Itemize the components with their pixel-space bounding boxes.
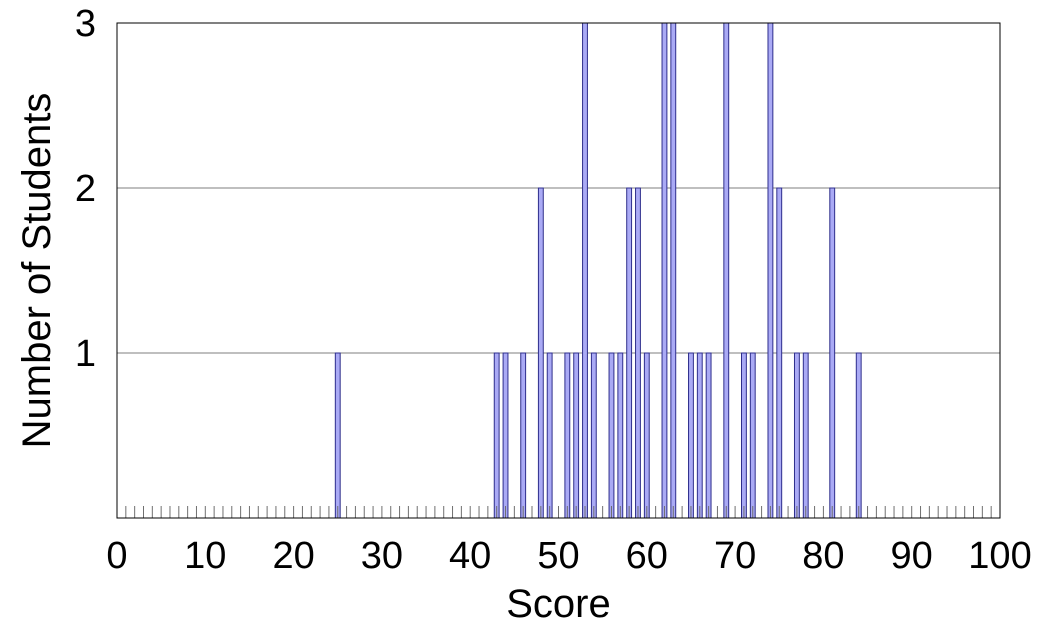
x-tick-labels: 0 10 20 30 40 50 60 70 80 90 100 [106, 535, 1031, 577]
bar-score-51 [564, 352, 571, 519]
bar-score-71 [741, 352, 747, 519]
bar-score-58 [626, 187, 633, 519]
y-tick-label-3: 3 [75, 3, 96, 45]
x-tick-label-60: 60 [626, 535, 668, 577]
y-axis-title: Number of Students [15, 93, 59, 449]
bar-score-62 [661, 22, 668, 519]
bar-score-78 [802, 352, 809, 519]
y-tick-label-2: 2 [75, 168, 96, 210]
plot-area-frame [116, 22, 1001, 519]
x-tick-label-100: 100 [968, 535, 1031, 577]
bar-score-63 [670, 22, 677, 519]
bar-score-81 [829, 187, 836, 519]
bar-score-46 [520, 352, 527, 519]
x-minor-ticks [116, 506, 1001, 518]
x-tick-label-90: 90 [891, 535, 933, 577]
bar-score-66 [696, 352, 703, 519]
x-axis-title: Score [506, 582, 611, 626]
x-tick-label-70: 70 [714, 535, 756, 577]
x-tick-label-30: 30 [361, 535, 403, 577]
bar-score-49 [546, 352, 553, 519]
bar-score-74 [767, 22, 774, 519]
gridlines [117, 22, 1000, 354]
x-tick-label-20: 20 [272, 535, 314, 577]
bar-score-57 [617, 352, 624, 519]
bar-score-84 [855, 352, 862, 519]
x-tick-label-0: 0 [106, 535, 127, 577]
bar-score-77 [793, 352, 800, 519]
y-tick-labels: 1 2 3 [75, 3, 96, 375]
bar-score-25 [334, 352, 341, 519]
bar-score-72 [749, 352, 756, 519]
bar-score-67 [705, 352, 712, 519]
x-tick-label-80: 80 [802, 535, 844, 577]
bar-score-48 [537, 187, 544, 519]
bar-score-60 [643, 352, 650, 519]
bar-score-59 [635, 187, 641, 519]
x-tick-label-40: 40 [449, 535, 491, 577]
bar-score-54 [590, 352, 597, 519]
bars [334, 22, 862, 519]
bar-score-65 [688, 352, 694, 519]
bar-score-69 [723, 22, 730, 519]
bar-score-56 [608, 352, 615, 519]
bar-score-44 [502, 352, 509, 519]
bar-score-53 [582, 22, 588, 519]
x-tick-label-10: 10 [184, 535, 226, 577]
bar-score-75 [776, 187, 783, 519]
y-tick-label-1: 1 [75, 333, 96, 375]
x-tick-label-50: 50 [537, 535, 579, 577]
bar-score-43 [493, 352, 500, 519]
bar-score-52 [573, 352, 580, 519]
